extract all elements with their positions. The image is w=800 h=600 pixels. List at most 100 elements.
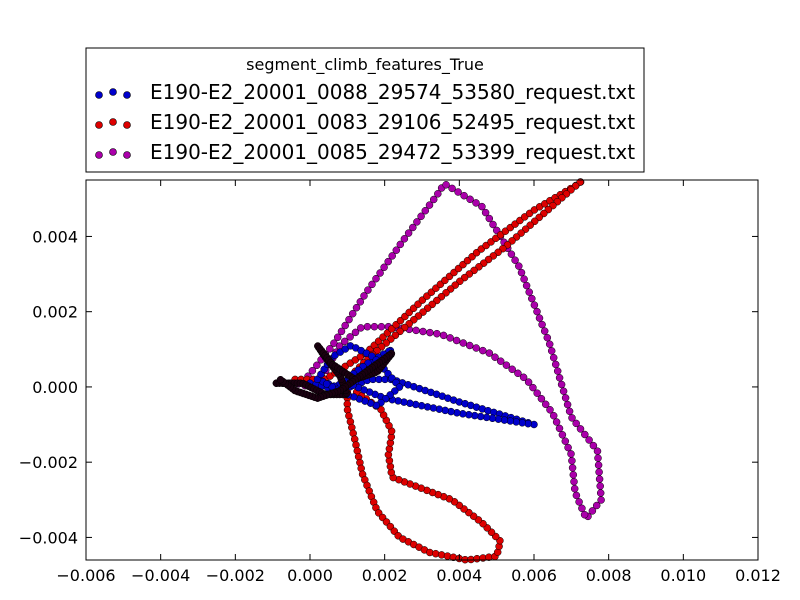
x-tick-label: 0.000: [287, 566, 333, 585]
x-tick-label: 0.002: [362, 566, 408, 585]
legend: segment_climb_features_True E190-E2_2000…: [85, 47, 645, 173]
points-layer: [272, 178, 605, 564]
legend-marker-0c: [123, 91, 131, 99]
series-2-point: [549, 411, 558, 420]
series-2-point: [572, 419, 580, 428]
series-2-point: [508, 365, 516, 374]
series-2-point: [496, 357, 505, 365]
series-2-point: [502, 361, 511, 369]
series-2-point: [491, 353, 499, 361]
x-tick-label: −0.002: [206, 566, 265, 585]
series-2-point: [561, 394, 570, 402]
series-2-point: [465, 341, 474, 350]
x-tick-label: 0.008: [586, 566, 632, 585]
series-2-point: [563, 400, 572, 409]
series-2-point: [348, 309, 357, 318]
legend-marker-1c: [123, 121, 131, 129]
series-2-point: [535, 314, 544, 322]
series-2-point: [346, 333, 354, 341]
series-2-point: [595, 475, 604, 483]
series-2-point: [360, 292, 368, 300]
series-2-point: [472, 199, 480, 207]
series-2-point: [409, 223, 417, 232]
legend-label-1: E190-E2_20001_0083_29106_52495_request.t…: [150, 110, 635, 134]
series-2-point: [341, 321, 349, 330]
series-2-point: [533, 389, 541, 397]
series-2-point: [594, 454, 602, 462]
series-2-point: [452, 336, 461, 345]
series-2-point: [460, 191, 468, 200]
series-2-point: [421, 206, 430, 215]
series-2-point: [419, 327, 427, 336]
series-2-point: [340, 337, 349, 346]
series-2-point: [434, 190, 442, 198]
series-2-point: [530, 301, 539, 309]
series-2-point: [380, 263, 388, 272]
series-2-point: [575, 498, 583, 506]
series-2-point: [351, 328, 360, 337]
series-2-point: [511, 256, 519, 264]
series-2-point: [400, 235, 409, 243]
series-2-point: [528, 294, 536, 303]
series-2-point: [370, 322, 379, 331]
series-2-point: [507, 250, 516, 258]
legend-entry-2: E190-E2_20001_0085_29472_53399_request.t…: [95, 140, 635, 164]
legend-marker-1b: [109, 118, 117, 126]
series-2-point: [489, 220, 497, 229]
series-2-point: [557, 380, 566, 389]
series-2-point: [326, 345, 334, 353]
series-2-point: [519, 373, 528, 382]
series-2-point: [514, 369, 522, 378]
y-tick-label: 0.000: [32, 378, 78, 397]
legend-entry-1: E190-E2_20001_0083_29106_52495_request.t…: [95, 110, 635, 134]
series-2-point: [454, 188, 462, 196]
series-2-point: [570, 477, 578, 486]
series-2-point: [368, 280, 376, 289]
y-tick-label: 0.004: [32, 227, 78, 246]
series-2-point: [525, 288, 533, 296]
series-2-point: [546, 406, 554, 414]
series-2-point: [429, 195, 438, 204]
series-2-point: [529, 383, 537, 392]
x-tick-label: −0.004: [131, 566, 190, 585]
series-2-point: [417, 212, 425, 221]
series-2-point: [585, 436, 593, 444]
series-2-point: [538, 320, 546, 329]
series-2-point: [596, 482, 604, 490]
series-2-point: [570, 484, 579, 493]
series-2-point: [581, 430, 589, 439]
series-0-point: [322, 380, 331, 388]
series-2-point: [363, 322, 372, 331]
series-2-point: [549, 353, 558, 362]
series-2-point: [472, 344, 480, 352]
series-2-point: [595, 468, 603, 476]
series-2-point: [555, 374, 564, 382]
x-tick-label: 0.006: [511, 566, 557, 585]
series-2-point: [479, 346, 487, 355]
series-2-point: [596, 489, 605, 497]
series-2-point: [384, 257, 392, 266]
legend-entry-0: E190-E2_20001_0088_29574_53580_request.t…: [95, 80, 635, 104]
series-2-point: [520, 275, 528, 283]
series-2-point: [485, 214, 494, 223]
series-2-point: [333, 333, 342, 342]
series-2-point: [537, 394, 546, 403]
series-2-point: [412, 326, 420, 335]
series-2-point: [442, 181, 450, 189]
series-2-point: [543, 333, 552, 342]
series-2-point: [448, 184, 456, 193]
series-2-point: [352, 303, 361, 312]
series-2-point: [553, 367, 562, 375]
series-2-point: [372, 274, 380, 283]
series-2-point: [517, 268, 526, 277]
y-tick-label: −0.002: [19, 453, 78, 472]
legend-box: [85, 47, 645, 173]
legend-title: segment_climb_features_True: [246, 55, 484, 75]
series-2-point: [541, 400, 550, 409]
series-2-point: [426, 328, 434, 337]
series-2-point: [433, 329, 441, 338]
series-2-point: [308, 366, 317, 375]
series-2-point: [597, 496, 605, 504]
series-2-point: [313, 361, 321, 370]
